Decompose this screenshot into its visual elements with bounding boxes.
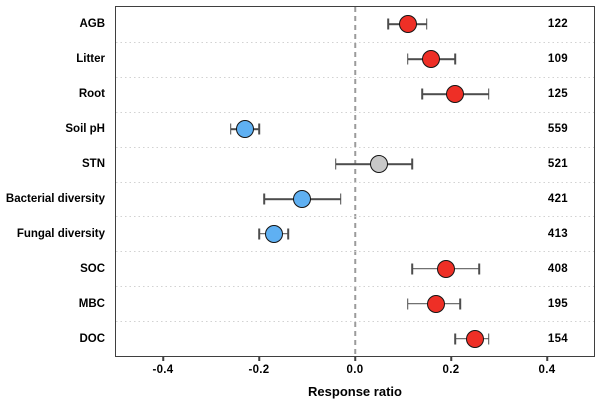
sample-size: 109 [547,53,568,66]
x-axis-title: Response ratio [308,384,402,399]
data-point-stn [369,155,388,174]
category-label-doc: DOC [79,333,105,346]
sample-size: 559 [547,123,568,136]
category-label-root: Root [78,87,105,100]
data-point-bacterial-diversity [293,189,312,208]
error-bar-cap-left [263,193,265,205]
category-label-stn: STN [82,157,105,170]
data-point-agb [398,15,417,34]
x-tick-label: -0.4 [152,364,174,376]
gridline [116,321,594,323]
x-tick-mark [450,357,452,361]
sample-size: 154 [547,332,568,345]
data-point-root [446,85,465,104]
category-label-bacterial-diversity: Bacterial diversity [5,193,105,206]
error-bar-cap-right [258,123,261,135]
category-label-mbc: MBC [78,298,105,311]
sample-size: 413 [547,227,568,240]
error-bar-cap-right [339,193,342,205]
data-point-mbc [427,294,446,313]
data-point-soc [436,259,455,278]
category-label-soc: SOC [80,263,105,276]
gridline [116,216,594,218]
x-axis: -0.4 -0.2 0.0 0.2 0.4 [115,357,595,383]
error-bar-cap-left [421,88,423,100]
plot-area: 122 109 125 559 521 421 413 408 195 154 [115,6,595,357]
error-bar-cap-left [454,333,457,345]
x-tick-mark [162,357,164,361]
error-bar-cap-right [287,228,289,240]
gridline [116,41,594,43]
error-bar-cap-left [387,18,390,30]
gridline [116,286,594,288]
error-bar-cap-right [454,53,457,65]
error-bar-cap-right [488,333,490,345]
data-point-doc [465,329,484,348]
x-tick-mark [546,357,548,361]
x-tick-label: 0.0 [346,364,364,376]
error-bar-cap-right [459,298,461,310]
gridline [116,111,594,113]
data-point-fungal-diversity [264,224,283,243]
error-bar-cap-right [488,88,490,100]
error-bar-cap-left [335,158,337,170]
sample-size: 125 [547,88,568,101]
category-label-fungal-diversity: Fungal diversity [16,228,105,241]
error-bar-cap-right [411,158,414,170]
error-bar-cap-right [478,263,481,275]
category-label-litter: Litter [76,52,105,65]
category-label-soil-ph: Soil pH [65,122,105,135]
data-point-litter [422,50,441,69]
sample-size: 122 [547,18,568,31]
error-bar-cap-left [229,123,232,135]
category-label-agb: AGB [79,17,105,30]
x-tick-label: 0.4 [538,364,556,376]
data-point-soil-ph [236,120,255,139]
gridline [116,181,594,183]
error-bar-cap-left [406,53,409,65]
gridline [116,76,594,78]
error-bar-cap-right [425,18,428,30]
error-bar-cap-left [411,263,414,275]
sample-size: 408 [547,262,568,275]
gridline [116,146,594,148]
x-tick-mark [354,357,356,361]
x-tick-mark [258,357,260,361]
sample-size: 195 [547,297,568,310]
y-axis-category-labels: AGB Litter Root Soil pH STN Bacterial diversi… [0,6,110,357]
x-tick-label: 0.2 [442,364,460,376]
error-bar-cap-left [258,228,261,240]
gridline [116,251,594,253]
sample-size: 421 [547,192,568,205]
x-tick-label: -0.2 [248,364,270,376]
sample-size: 521 [547,158,568,171]
error-bar-cap-left [406,298,409,310]
